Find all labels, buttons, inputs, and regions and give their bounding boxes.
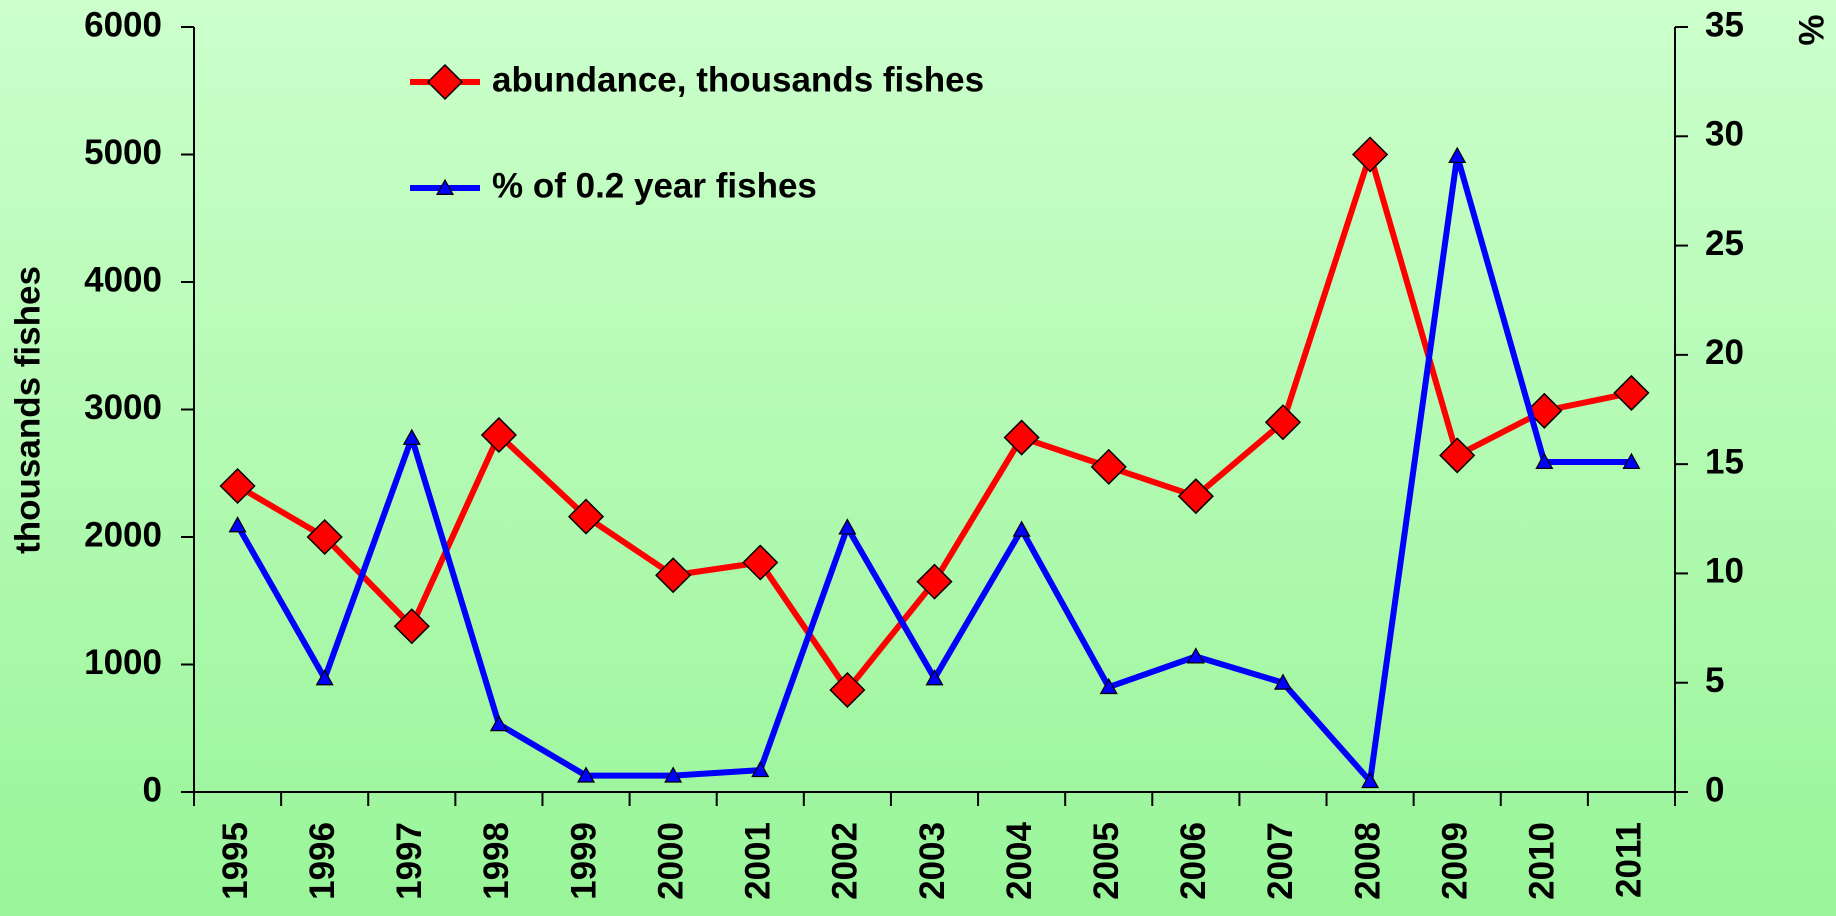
y2-tick-label: 5 bbox=[1705, 661, 1724, 700]
data-point bbox=[1099, 677, 1118, 695]
x-tick-label: 1995 bbox=[216, 822, 255, 900]
x-tick-label: 2000 bbox=[651, 822, 690, 900]
x-tick-label: 1998 bbox=[477, 822, 516, 900]
data-point bbox=[1439, 437, 1476, 474]
x-tick-label: 2005 bbox=[1087, 822, 1126, 900]
data-point bbox=[1448, 146, 1467, 163]
data-point bbox=[1003, 419, 1040, 456]
data-point bbox=[916, 563, 953, 600]
data-point bbox=[1177, 478, 1214, 515]
legend-marker bbox=[435, 178, 455, 195]
legend-marker bbox=[426, 63, 464, 101]
data-point bbox=[1622, 452, 1641, 469]
data-point bbox=[567, 498, 605, 535]
y-tick-label: 6000 bbox=[84, 5, 162, 44]
data-point bbox=[1352, 136, 1389, 173]
y2-tick-label: 15 bbox=[1705, 442, 1744, 481]
data-point bbox=[838, 518, 857, 535]
y2-tick-label: 20 bbox=[1705, 333, 1744, 372]
data-point bbox=[577, 766, 596, 783]
data-point bbox=[664, 766, 683, 783]
data-point bbox=[393, 608, 430, 645]
x-tick-label: 2009 bbox=[1435, 822, 1474, 900]
data-point bbox=[925, 669, 944, 686]
data-point bbox=[489, 715, 508, 732]
y-tick-label: 3000 bbox=[84, 388, 162, 427]
data-point bbox=[751, 760, 770, 778]
data-point bbox=[1535, 452, 1554, 469]
y2-tick-label: 30 bbox=[1705, 115, 1744, 154]
data-point bbox=[655, 557, 692, 594]
x-tick-label: 2004 bbox=[1000, 821, 1039, 899]
data-point bbox=[219, 467, 256, 505]
data-point bbox=[1613, 374, 1650, 411]
x-tick-label: 2008 bbox=[1348, 822, 1387, 900]
data-point bbox=[1526, 392, 1563, 429]
data-point bbox=[315, 669, 334, 686]
data-point bbox=[306, 518, 343, 556]
y-tick-label: 4000 bbox=[84, 260, 162, 299]
data-point bbox=[1264, 404, 1302, 441]
x-tick-label: 1999 bbox=[564, 822, 603, 900]
legend-label: abundance, thousands fishes bbox=[492, 60, 984, 99]
data-point bbox=[1012, 520, 1031, 537]
y2-tick-label: 25 bbox=[1705, 224, 1744, 263]
data-point bbox=[1273, 673, 1292, 690]
y-tick-label: 1000 bbox=[84, 643, 162, 682]
x-tick-label: 2011 bbox=[1610, 822, 1649, 898]
data-point bbox=[742, 544, 779, 581]
x-tick-label: 2006 bbox=[1174, 822, 1213, 900]
y-tick-label: 2000 bbox=[84, 515, 162, 554]
y-tick-label: 0 bbox=[143, 770, 162, 809]
x-tick-label: 1997 bbox=[390, 822, 429, 900]
data-point bbox=[829, 671, 866, 709]
legend-label: % of 0.2 year fishes bbox=[492, 166, 817, 205]
data-point bbox=[1186, 647, 1205, 664]
x-tick-label: 2002 bbox=[826, 822, 865, 900]
x-tick-label: 2010 bbox=[1523, 822, 1562, 900]
y2-tick-label: 35 bbox=[1705, 5, 1744, 44]
x-tick-label: 1996 bbox=[303, 822, 342, 900]
data-point bbox=[480, 416, 517, 454]
y2-tick-label: 0 bbox=[1705, 770, 1724, 809]
data-point bbox=[1361, 771, 1380, 789]
x-tick-label: 2001 bbox=[739, 822, 778, 900]
y2-tick-label: 10 bbox=[1705, 552, 1744, 591]
x-tick-label: 2007 bbox=[1261, 822, 1300, 900]
y2-axis-label: % bbox=[1792, 14, 1831, 45]
x-tick-label: 2003 bbox=[913, 822, 952, 900]
data-point bbox=[402, 428, 421, 445]
y-tick-label: 5000 bbox=[84, 133, 162, 172]
data-point bbox=[1090, 448, 1127, 485]
data-point bbox=[228, 516, 247, 533]
y-axis-label: thousands fishes bbox=[8, 266, 47, 554]
